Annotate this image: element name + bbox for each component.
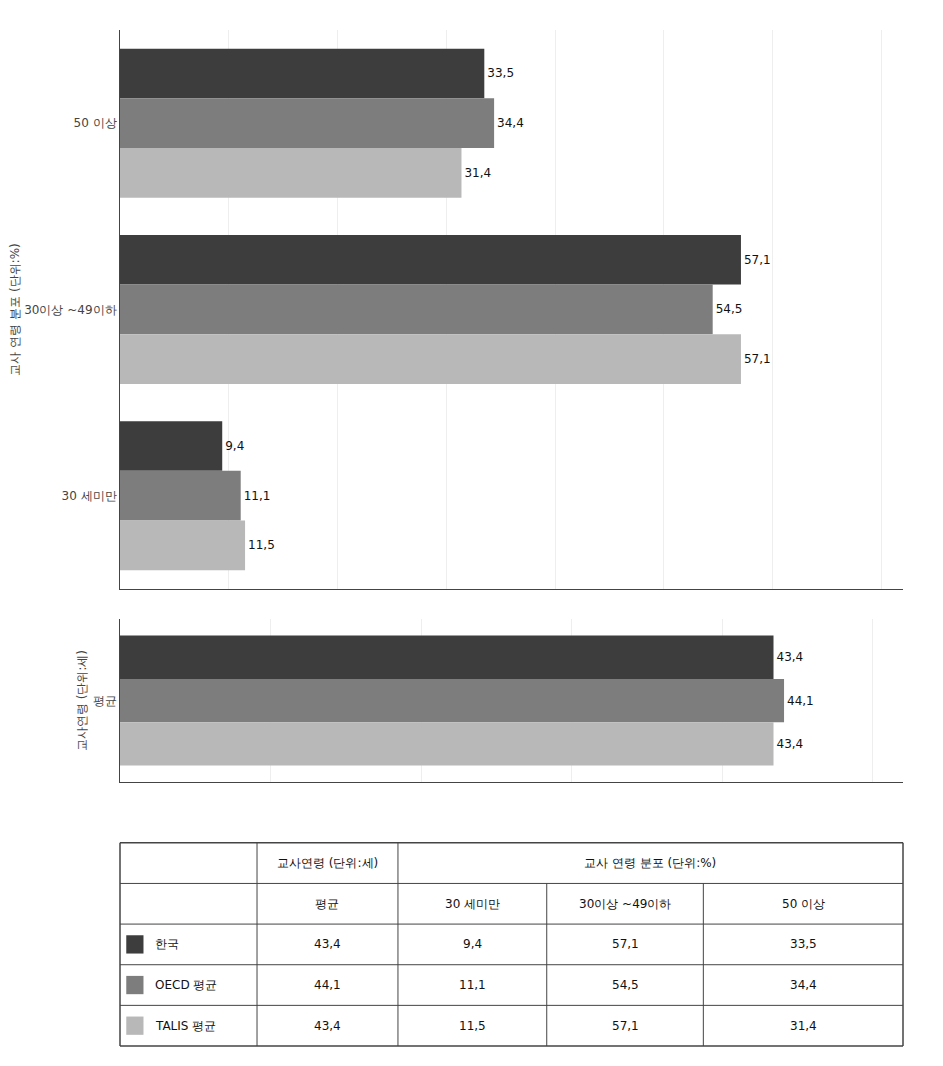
svg-text:평균: 평균 xyxy=(315,897,339,911)
svg-text:31,4: 31,4 xyxy=(464,166,491,180)
svg-text:11,5: 11,5 xyxy=(459,1019,486,1033)
svg-text:50 이상: 50 이상 xyxy=(74,116,117,130)
svg-text:평균: 평균 xyxy=(93,694,117,708)
svg-text:54,5: 54,5 xyxy=(716,302,743,316)
svg-text:33,5: 33,5 xyxy=(487,66,514,80)
svg-text:30이상 ~49이하: 30이상 ~49이하 xyxy=(579,897,671,911)
svg-text:11,5: 11,5 xyxy=(248,538,275,552)
svg-text:30이상 ~49이하: 30이상 ~49이하 xyxy=(24,303,116,317)
svg-text:9,4: 9,4 xyxy=(225,439,244,453)
svg-text:30 세미만: 30 세미만 xyxy=(62,489,117,503)
svg-text:44,1: 44,1 xyxy=(787,694,814,708)
svg-text:11,1: 11,1 xyxy=(244,489,271,503)
svg-text:31,4: 31,4 xyxy=(790,1019,817,1033)
svg-text:44,1: 44,1 xyxy=(314,978,341,992)
svg-text:교사 연령 분포 (단위:%): 교사 연령 분포 (단위:%) xyxy=(8,243,22,375)
svg-text:54,5: 54,5 xyxy=(612,978,639,992)
svg-text:34,4: 34,4 xyxy=(497,116,524,130)
svg-text:교사 연령 분포 (단위:%): 교사 연령 분포 (단위:%) xyxy=(584,856,716,870)
svg-text:57,1: 57,1 xyxy=(612,937,639,951)
svg-text:57,1: 57,1 xyxy=(744,352,771,366)
svg-text:33,5: 33,5 xyxy=(790,937,817,951)
svg-text:교사연령 (단위:세): 교사연령 (단위:세) xyxy=(277,856,378,870)
svg-text:30 세미만: 30 세미만 xyxy=(445,897,500,911)
svg-text:43,4: 43,4 xyxy=(314,937,341,951)
svg-text:한국: 한국 xyxy=(155,937,179,951)
svg-text:43,4: 43,4 xyxy=(777,650,804,664)
svg-text:57,1: 57,1 xyxy=(744,253,771,267)
svg-text:57,1: 57,1 xyxy=(612,1019,639,1033)
svg-text:교사연령 (단위:세): 교사연령 (단위:세) xyxy=(75,650,89,751)
svg-text:50 이상: 50 이상 xyxy=(782,897,825,911)
svg-text:TALIS 평균: TALIS 평균 xyxy=(155,1019,216,1033)
svg-text:34,4: 34,4 xyxy=(790,978,817,992)
svg-text:OECD 평균: OECD 평균 xyxy=(155,978,217,992)
svg-text:9,4: 9,4 xyxy=(463,937,482,951)
svg-text:43,4: 43,4 xyxy=(777,737,804,751)
svg-text:43,4: 43,4 xyxy=(314,1019,341,1033)
svg-text:11,1: 11,1 xyxy=(459,978,486,992)
